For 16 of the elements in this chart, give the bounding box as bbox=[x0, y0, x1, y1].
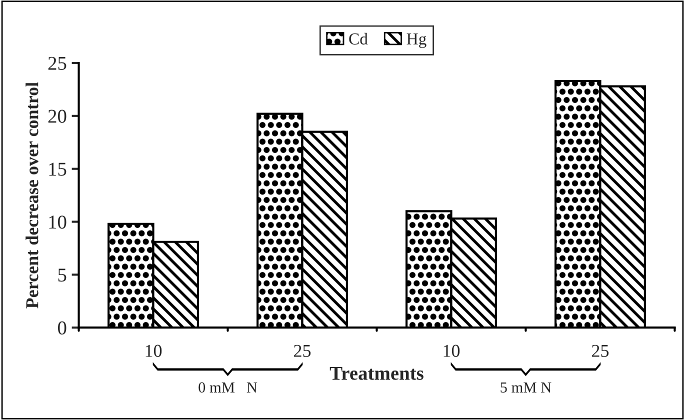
y-tick-label: 20 bbox=[48, 110, 66, 123]
y-tick-label: 0 bbox=[58, 321, 66, 335]
y-tick-label: 15 bbox=[49, 162, 66, 176]
x-tick-label: 10 bbox=[444, 344, 460, 357]
text: 0 mM N bbox=[198, 382, 258, 393]
x-tick-label: 25 bbox=[294, 344, 311, 357]
x-tick-label: 25 bbox=[592, 344, 609, 357]
y-axis-title: Percent decrease over control bbox=[26, 82, 38, 308]
y-tick-label: 10 bbox=[49, 216, 66, 229]
legend-label: Hg bbox=[406, 33, 426, 48]
x-axis-title: Treatments bbox=[330, 366, 424, 380]
y-tick-label: 5 bbox=[58, 268, 66, 282]
x-tick-label: 10 bbox=[146, 344, 162, 357]
text: 5 mM N bbox=[500, 382, 552, 393]
legend-label: Cd bbox=[349, 32, 368, 45]
y-tick-label: 25 bbox=[48, 56, 66, 70]
